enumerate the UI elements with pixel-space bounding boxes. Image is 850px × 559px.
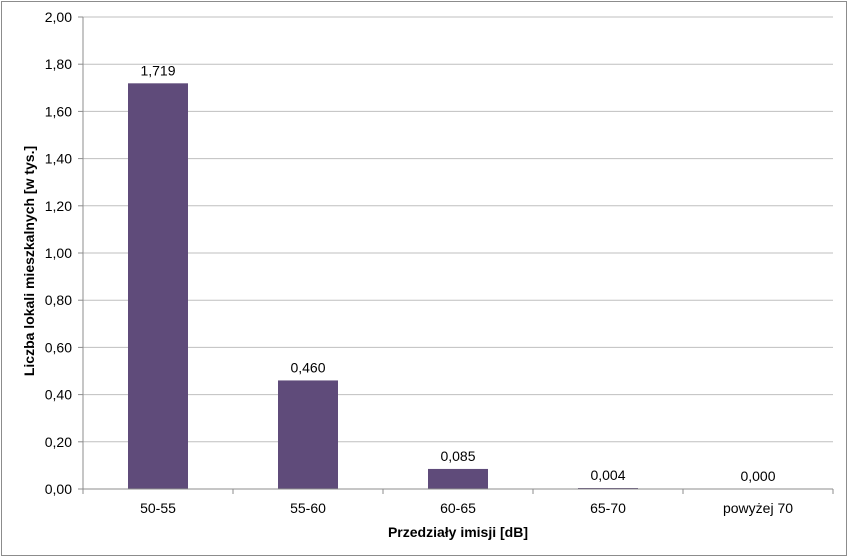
data-label: 0,460 (290, 359, 325, 375)
data-label: 0,000 (740, 468, 775, 484)
y-tick-label: 0,60 (45, 339, 72, 355)
bar (278, 380, 338, 489)
y-tick-label: 1,60 (45, 103, 72, 119)
bars (128, 83, 638, 489)
data-labels: 1,719 0,460 0,085 0,004 0,000 (140, 62, 775, 484)
x-tick-label: powyżej 70 (723, 500, 793, 516)
x-axis-title: Przedziały imisji [dB] (388, 524, 528, 540)
x-tick-label: 50-55 (140, 500, 176, 516)
y-tick-label: 0,80 (45, 292, 72, 308)
y-tick-label: 0,40 (45, 387, 72, 403)
bar (128, 83, 188, 489)
y-tick-label: 1,80 (45, 56, 72, 72)
y-tick-label: 2,00 (45, 9, 72, 25)
data-label: 0,085 (440, 448, 475, 464)
x-tick-label: 55-60 (290, 500, 326, 516)
y-axis-ticks: 0,00 0,20 0,40 0,60 0,80 1,00 1,20 1,40 1,60 1,80… (45, 9, 83, 497)
bar (428, 468, 488, 489)
x-tick-label: 65-70 (590, 500, 626, 516)
x-tick-label: 60-65 (440, 500, 476, 516)
y-tick-label: 0,00 (45, 481, 72, 497)
y-tick-label: 1,40 (45, 151, 72, 167)
data-label: 0,004 (590, 467, 625, 483)
data-label: 1,719 (140, 62, 175, 78)
y-axis-title: Liczba lokali mieszkalnych [w tys.] (21, 146, 37, 376)
y-tick-label: 0,20 (45, 434, 72, 450)
y-tick-label: 1,00 (45, 245, 72, 261)
gridlines (83, 16, 833, 443)
y-tick-label: 1,20 (45, 198, 72, 214)
x-axis-ticks: 50-55 55-60 60-65 65-70 powyżej 70 (82, 489, 834, 516)
